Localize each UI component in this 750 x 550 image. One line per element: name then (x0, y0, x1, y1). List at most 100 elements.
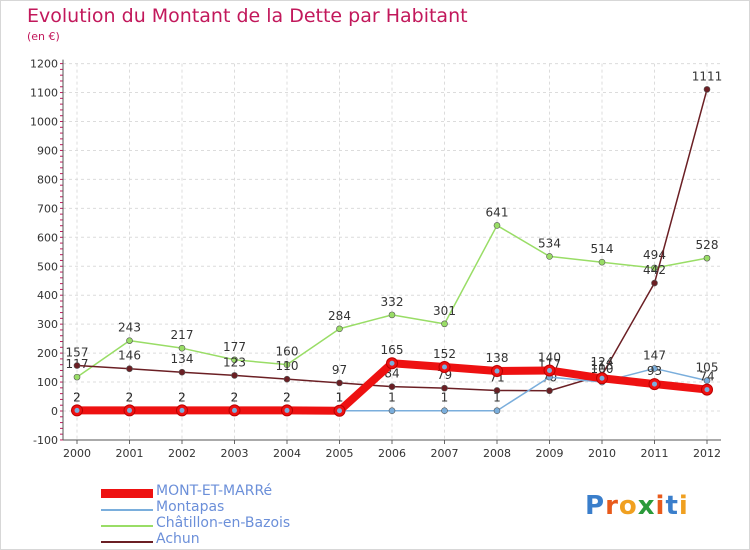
data-label: 2 (178, 390, 186, 404)
data-point (493, 407, 501, 415)
logo-letter: t (665, 491, 679, 521)
data-point-center (179, 407, 185, 413)
data-point (231, 372, 238, 379)
proxiti-logo: Proxiti (585, 491, 689, 521)
y-tick-label: 300 (37, 318, 58, 331)
legend-label: Achun (156, 531, 200, 547)
logo-letter: x (637, 491, 656, 521)
data-point (651, 365, 658, 372)
data-label: 100 (591, 362, 614, 376)
data-label: 138 (486, 351, 509, 365)
logo-letter: i (678, 491, 689, 521)
data-label: 123 (223, 355, 246, 369)
data-point (231, 356, 238, 364)
x-tick-label: 2000 (63, 447, 91, 460)
data-point-center (599, 375, 605, 381)
data-point (441, 407, 448, 415)
y-tick-label: 0 (51, 405, 58, 418)
data-label: 301 (433, 304, 456, 318)
data-label: 2 (231, 390, 239, 404)
data-point-center (652, 381, 657, 387)
legend-swatch (101, 509, 153, 511)
data-label: 2 (73, 390, 81, 404)
data-label: 134 (171, 352, 194, 366)
logo-letter: i (655, 491, 666, 521)
data-label: 74 (699, 370, 714, 384)
data-label: 494 (643, 248, 666, 262)
x-tick-label: 2012 (693, 447, 721, 460)
data-point (703, 254, 711, 262)
data-label: 2 (231, 390, 239, 404)
data-label: 284 (328, 309, 351, 323)
data-label: 2 (283, 390, 291, 404)
data-point-center (232, 407, 237, 413)
data-point (651, 264, 658, 272)
data-label: 2 (283, 390, 291, 404)
data-label: 1 (388, 391, 396, 405)
legend-label: MONT-ET-MARRé (156, 483, 273, 499)
data-label: 97 (332, 363, 347, 377)
data-label: 165 (381, 343, 404, 357)
logo-letter: P (585, 491, 606, 521)
data-point (493, 222, 501, 229)
data-label: 177 (223, 340, 246, 354)
y-tick-label: 400 (37, 289, 58, 302)
data-point (493, 387, 501, 394)
data-label: 217 (171, 328, 194, 342)
y-tick-label: 500 (37, 260, 58, 273)
data-label: 514 (591, 242, 614, 256)
data-point (388, 383, 396, 390)
data-label: 1111 (692, 69, 723, 83)
data-point (336, 325, 343, 333)
data-label: 147 (643, 348, 666, 362)
data-point-center (547, 367, 552, 373)
y-tick-label: 100 (37, 376, 58, 389)
data-point (703, 86, 711, 93)
y-tick-label: -100 (33, 434, 58, 447)
y-tick-label: 600 (37, 231, 58, 244)
y-tick-label: 700 (37, 202, 58, 215)
data-point (651, 279, 658, 287)
data-point (73, 373, 81, 381)
data-label: 534 (538, 236, 561, 250)
x-tick-label: 2003 (221, 447, 249, 460)
logo-letter: r (605, 491, 619, 521)
logo-letter: o (618, 491, 638, 521)
data-label: 528 (696, 238, 719, 252)
data-label: 641 (486, 205, 509, 219)
y-tick-label: 1200 (30, 58, 58, 71)
data-point-center (494, 368, 500, 374)
x-tick-label: 2009 (536, 447, 564, 460)
data-point (126, 337, 133, 344)
data-point (441, 384, 448, 392)
x-tick-label: 2001 (116, 447, 144, 460)
data-label: 140 (538, 350, 561, 364)
data-point (283, 375, 291, 383)
data-label: 2 (178, 390, 186, 404)
data-label: 2 (73, 390, 81, 404)
data-point-center (389, 360, 395, 366)
data-label: 124 (591, 355, 614, 369)
legend-label: Châtillon-en-Bazois (156, 515, 291, 531)
data-label: 1 (493, 391, 501, 405)
data-label: 160 (276, 345, 299, 359)
data-point (441, 320, 448, 328)
data-label: 146 (118, 349, 141, 363)
x-tick-label: 2006 (378, 447, 406, 460)
data-point-center (704, 387, 710, 393)
data-point (178, 344, 186, 352)
x-tick-label: 2010 (588, 447, 616, 460)
data-label: 110 (276, 359, 299, 373)
data-point (283, 361, 291, 368)
data-point-center (284, 407, 290, 413)
data-point (546, 253, 553, 260)
data-point-center (337, 408, 342, 414)
data-label: 93 (647, 364, 662, 378)
x-tick-label: 2004 (273, 447, 301, 460)
y-tick-label: 200 (37, 347, 58, 360)
data-label: 113 (591, 358, 614, 372)
data-point (178, 368, 186, 376)
legend-swatch (101, 541, 153, 543)
data-point (126, 365, 133, 373)
